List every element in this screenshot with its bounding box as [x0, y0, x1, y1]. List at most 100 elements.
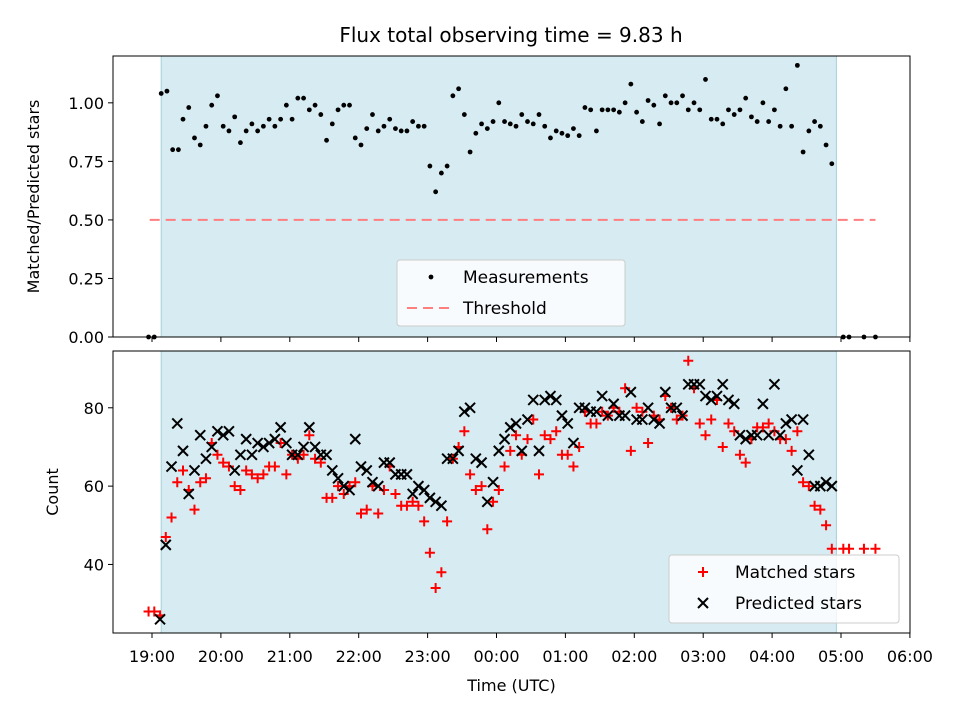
data-point	[511, 430, 522, 441]
data-point	[223, 425, 235, 437]
data-point	[798, 477, 809, 488]
data-point	[565, 133, 571, 139]
data-point	[792, 426, 803, 437]
data-point	[464, 402, 476, 414]
data-point	[228, 464, 241, 477]
data-point	[643, 438, 654, 449]
data-point	[504, 421, 516, 434]
data-point	[211, 425, 224, 437]
x-tick-label: 00:00	[473, 647, 519, 666]
data-point	[502, 119, 507, 124]
data-point	[484, 126, 490, 131]
axes-frame	[112, 350, 911, 634]
data-point	[272, 123, 278, 129]
data-point	[519, 112, 525, 117]
data-point	[407, 496, 418, 507]
data-point	[605, 107, 611, 113]
x-tick-label: 06:00	[887, 647, 933, 666]
data-point	[194, 429, 206, 441]
data-point	[751, 429, 763, 441]
data-point	[568, 461, 579, 472]
data-point	[378, 485, 389, 496]
data-point	[427, 163, 433, 169]
data-point	[234, 449, 247, 461]
data-point	[739, 433, 752, 445]
data-point	[275, 438, 286, 449]
data-point	[697, 107, 703, 113]
data-point	[450, 93, 456, 99]
data-point	[820, 476, 832, 488]
data-point	[717, 378, 729, 390]
data-point	[539, 430, 550, 441]
series-matched-stars	[143, 355, 881, 621]
data-point	[493, 445, 505, 457]
data-point	[487, 476, 499, 488]
data-point	[498, 433, 511, 445]
data-point	[364, 126, 370, 131]
data-point	[806, 128, 812, 134]
data-point	[814, 480, 827, 492]
data-point	[493, 485, 504, 496]
data-point	[533, 469, 544, 480]
data-point	[424, 492, 436, 504]
legend: Matched stars Predicted stars	[668, 554, 900, 624]
data-point	[383, 456, 396, 469]
data-point	[220, 123, 226, 129]
data-point	[743, 95, 749, 101]
bottom-panel: 40 60 80 Count 19:00 20:00 21:00 22:00 23:00 00:0…	[43, 350, 933, 695]
data-point	[683, 355, 694, 366]
data-point	[349, 433, 361, 445]
data-point	[616, 109, 622, 115]
data-point	[826, 480, 838, 492]
data-point	[381, 123, 387, 129]
data-point	[192, 135, 197, 141]
data-point	[791, 464, 804, 477]
data-point	[760, 100, 766, 106]
data-point	[390, 488, 401, 499]
data-point	[320, 449, 333, 461]
data-point	[763, 418, 774, 429]
data-point	[326, 464, 338, 477]
data-point	[571, 126, 576, 131]
data-point	[528, 414, 539, 425]
x-tick-label: 04:00	[749, 647, 795, 666]
data-point	[734, 449, 745, 460]
data-point	[416, 123, 421, 129]
x-axis-label: Time (UTC)	[466, 676, 555, 695]
data-point	[516, 445, 528, 457]
data-point	[158, 91, 164, 96]
data-point	[238, 140, 243, 146]
data-point	[255, 128, 261, 134]
data-point	[740, 457, 751, 468]
data-point	[309, 441, 321, 453]
data-point	[266, 116, 272, 122]
data-point	[370, 112, 375, 117]
data-point	[324, 137, 329, 143]
data-point	[430, 582, 441, 593]
data-point	[160, 532, 171, 543]
data-point	[444, 163, 450, 169]
data-point	[318, 112, 324, 117]
data-point	[588, 107, 594, 113]
data-point	[858, 543, 869, 554]
data-point	[579, 402, 591, 414]
data-point	[607, 398, 620, 410]
data-point	[561, 417, 574, 430]
data-point	[361, 464, 373, 477]
data-point	[215, 93, 220, 99]
legend-marker	[698, 567, 708, 577]
data-point	[176, 147, 181, 153]
data-point	[209, 102, 215, 108]
data-point	[298, 449, 309, 460]
data-point	[436, 567, 447, 578]
legend-marker	[697, 597, 709, 609]
data-point	[800, 149, 806, 155]
data-point	[479, 121, 484, 127]
data-point	[829, 161, 835, 167]
y-tick-label: 0.50	[68, 211, 104, 230]
data-point	[542, 123, 548, 129]
data-point	[490, 119, 496, 124]
x-tick-label: 22:00	[336, 647, 382, 666]
data-point	[780, 434, 791, 445]
data-point	[717, 441, 728, 452]
